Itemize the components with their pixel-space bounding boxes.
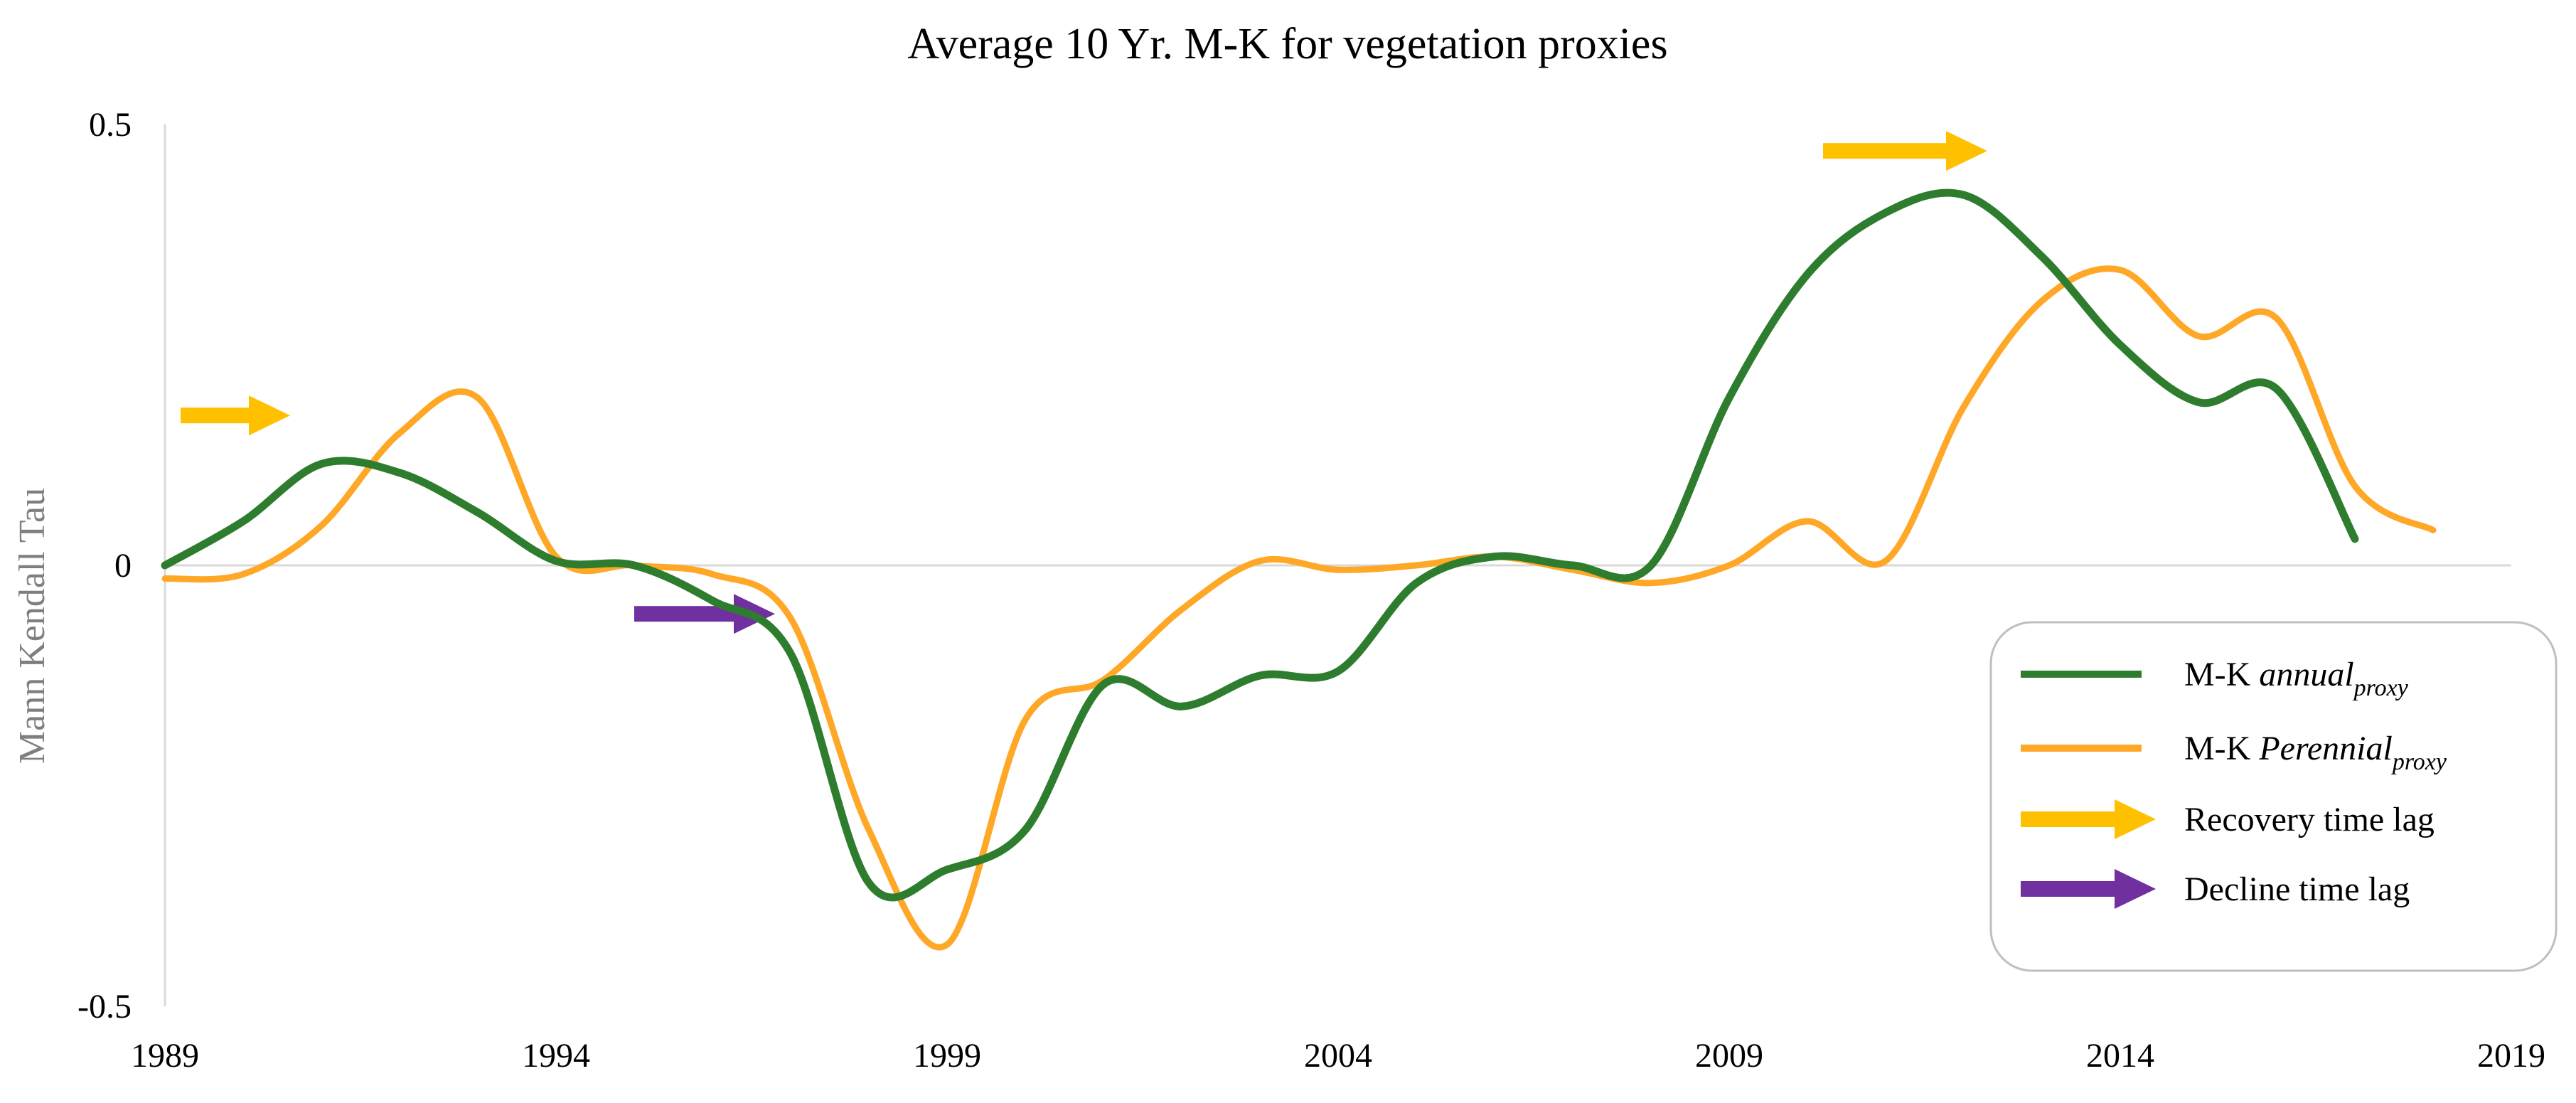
y-tick-label: 0.5 xyxy=(89,106,132,144)
y-tick-label: 0 xyxy=(114,547,132,585)
arrow-shaft xyxy=(1823,143,1946,159)
y-tick-label: -0.5 xyxy=(78,988,132,1025)
arrow-head xyxy=(1946,131,1987,171)
legend-label-italic: Perennial xyxy=(2258,730,2393,767)
x-tick-label: 1994 xyxy=(522,1037,590,1075)
legend-label: M-K annualproxy xyxy=(2184,656,2409,701)
series-layer xyxy=(161,188,2437,951)
arrow-head xyxy=(249,395,290,436)
annotations xyxy=(181,131,1987,634)
legend-label-subscript: proxy xyxy=(2353,675,2409,701)
x-tick-label: 2009 xyxy=(1695,1037,1763,1075)
legend-arrow-swatch xyxy=(2021,799,2156,839)
x-tick-label: 2019 xyxy=(2477,1037,2545,1075)
legend-label: Recovery time lag xyxy=(2184,801,2435,838)
legend-label: M-K Perennialproxy xyxy=(2184,730,2447,775)
arrow-shaft xyxy=(2021,811,2115,827)
legend-label-text: Recovery time lag xyxy=(2184,801,2435,838)
legend-label-text: M-K xyxy=(2184,656,2259,693)
legend-label-text: M-K xyxy=(2184,730,2259,767)
legend-label-italic: annual xyxy=(2259,656,2353,693)
x-tick-label: 2004 xyxy=(1304,1037,1372,1075)
arrow-shaft xyxy=(634,606,734,622)
arrow-head xyxy=(2115,799,2156,839)
arrow-head xyxy=(2115,869,2156,909)
recovery-time-lag-arrow xyxy=(1823,131,1987,171)
legend-label-subscript: proxy xyxy=(2391,749,2447,775)
legend-label-text: Decline time lag xyxy=(2184,870,2410,908)
arrow-shaft xyxy=(2021,881,2115,897)
y-axis-label: Mann Kendall Tau xyxy=(12,488,53,764)
legend-arrow-swatch xyxy=(2021,869,2156,909)
chart-title: Average 10 Yr. M-K for vegetation proxie… xyxy=(907,20,1667,68)
x-tick-label: 2014 xyxy=(2086,1037,2154,1075)
recovery-time-lag-arrow xyxy=(181,395,290,436)
legend-label: Decline time lag xyxy=(2184,870,2410,908)
axes: 1989 1994 1999 2004 2009 2014 2019 0.5 0 -0.5 xyxy=(78,106,2545,1075)
x-tick-label: 1989 xyxy=(131,1037,199,1075)
series-line-annual xyxy=(161,188,2359,902)
arrow-shaft xyxy=(181,407,249,424)
x-tick-label: 1999 xyxy=(913,1037,981,1075)
